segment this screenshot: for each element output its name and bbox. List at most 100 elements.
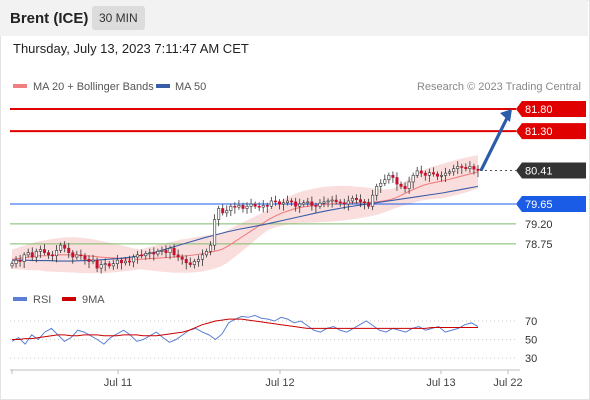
candle-body [298,203,302,207]
candle-body [14,259,18,264]
instrument-title: Brent (ICE) [10,10,89,27]
candle-body [172,247,176,256]
ma20-legend-swatch [13,84,27,88]
candle-body [403,186,407,189]
candle-body [91,259,95,262]
candle-body [75,254,79,258]
candle-body [383,179,387,184]
candle-body [209,244,213,252]
candle-body [176,254,180,258]
candle-body [63,244,67,249]
candle-body [103,263,107,265]
candle-body [407,181,411,189]
x-tick-label-jul-13: Jul 13 [426,377,455,389]
candle-body [180,256,184,260]
candle-body [257,205,261,208]
candle-body [26,252,30,256]
rsi-ma-legend-swatch [62,297,76,301]
candle-body [431,172,435,175]
candle-body [281,202,285,205]
candle-body [99,264,103,269]
ma20-legend-label: MA 20 + Bollinger Bands [33,81,154,93]
candle-body [358,199,362,203]
ma20-line [11,171,479,260]
watermark: Research © 2023 Trading Central [417,81,581,93]
candle-body [221,208,225,214]
rsi-level-label-50: 50 [525,335,537,347]
candle-body [229,205,233,211]
candle-body [237,205,241,208]
candle-body [290,200,294,203]
candle-body [38,249,42,252]
candle-body [435,173,439,177]
candle-body [59,244,63,251]
candle-body [334,199,338,203]
level-label-80.41: 80.41 [525,165,553,177]
level-label-81.80: 81.80 [525,104,553,116]
candle-body [71,252,75,258]
candle-body [196,258,200,262]
candle-body [87,258,91,262]
candle-body [330,199,334,202]
candle-body [342,202,346,205]
level-label-78.75: 78.75 [525,239,553,251]
header-bar: Brent (ICE) 30 MIN [0,0,588,36]
candle-body [213,219,217,246]
candle-body [83,255,87,260]
candle-body [10,263,14,267]
rsi-legend-label: RSI [33,294,51,306]
candle-body [318,202,322,207]
level-tag-81.80 [516,101,586,118]
candle-body [367,202,371,207]
candle-body [233,205,237,208]
candle-body [253,203,257,207]
candle-body [346,200,350,205]
candle-body [136,254,140,258]
rsi-ma-legend-label: 9MA [82,294,105,306]
candle-body [152,252,156,255]
candle-body [46,252,50,256]
candle-body [51,254,55,257]
candle-body [415,170,419,176]
candle-body [128,260,132,263]
candle-body [399,183,403,187]
candle-body [42,249,46,253]
candle-body [448,171,452,174]
x-tick-label-jul-22: Jul 22 [493,377,522,389]
candle-body [245,205,249,209]
candle-body [350,198,354,202]
candle-body [379,182,383,187]
x-tick-label-jul-11: Jul 11 [104,377,133,389]
rsi-layer: 70 50 30 [10,314,537,365]
candle-body [55,250,59,257]
candle-body [160,250,164,252]
candle-body [225,210,229,214]
price-layer: 81.80 81.30 80.41 79.65 79.20 78.75 [10,101,586,274]
level-tag-80.41 [516,162,586,179]
candle-body [464,167,468,169]
candle-body [294,201,298,207]
candle-body [200,254,204,260]
candle-body [22,254,26,262]
candle-body [444,172,448,176]
rsi-legend-swatch [13,297,27,301]
level-label-81.30: 81.30 [525,126,553,138]
candle-body [427,172,431,176]
candle-body [277,201,281,205]
candle-body [217,208,221,220]
candle-body [111,263,115,267]
candle-body [188,262,192,265]
candle-body [95,259,99,269]
ma50-legend-swatch [156,84,170,88]
timestamp: Thursday, July 13, 2023 7:11:47 AM CET [13,41,249,56]
candle-body [123,260,127,264]
projection-arrow [479,113,511,172]
rsi-level-label-30: 30 [525,353,537,365]
rsi-level-label-70: 70 [525,316,537,328]
candle-body [140,254,144,257]
candle-body [79,254,83,257]
level-label-79.65: 79.65 [525,199,553,211]
candle-body [371,194,375,207]
timeframe-badge[interactable]: 30 MIN [92,6,145,30]
x-tick-label-jul-12: Jul 12 [265,377,294,389]
